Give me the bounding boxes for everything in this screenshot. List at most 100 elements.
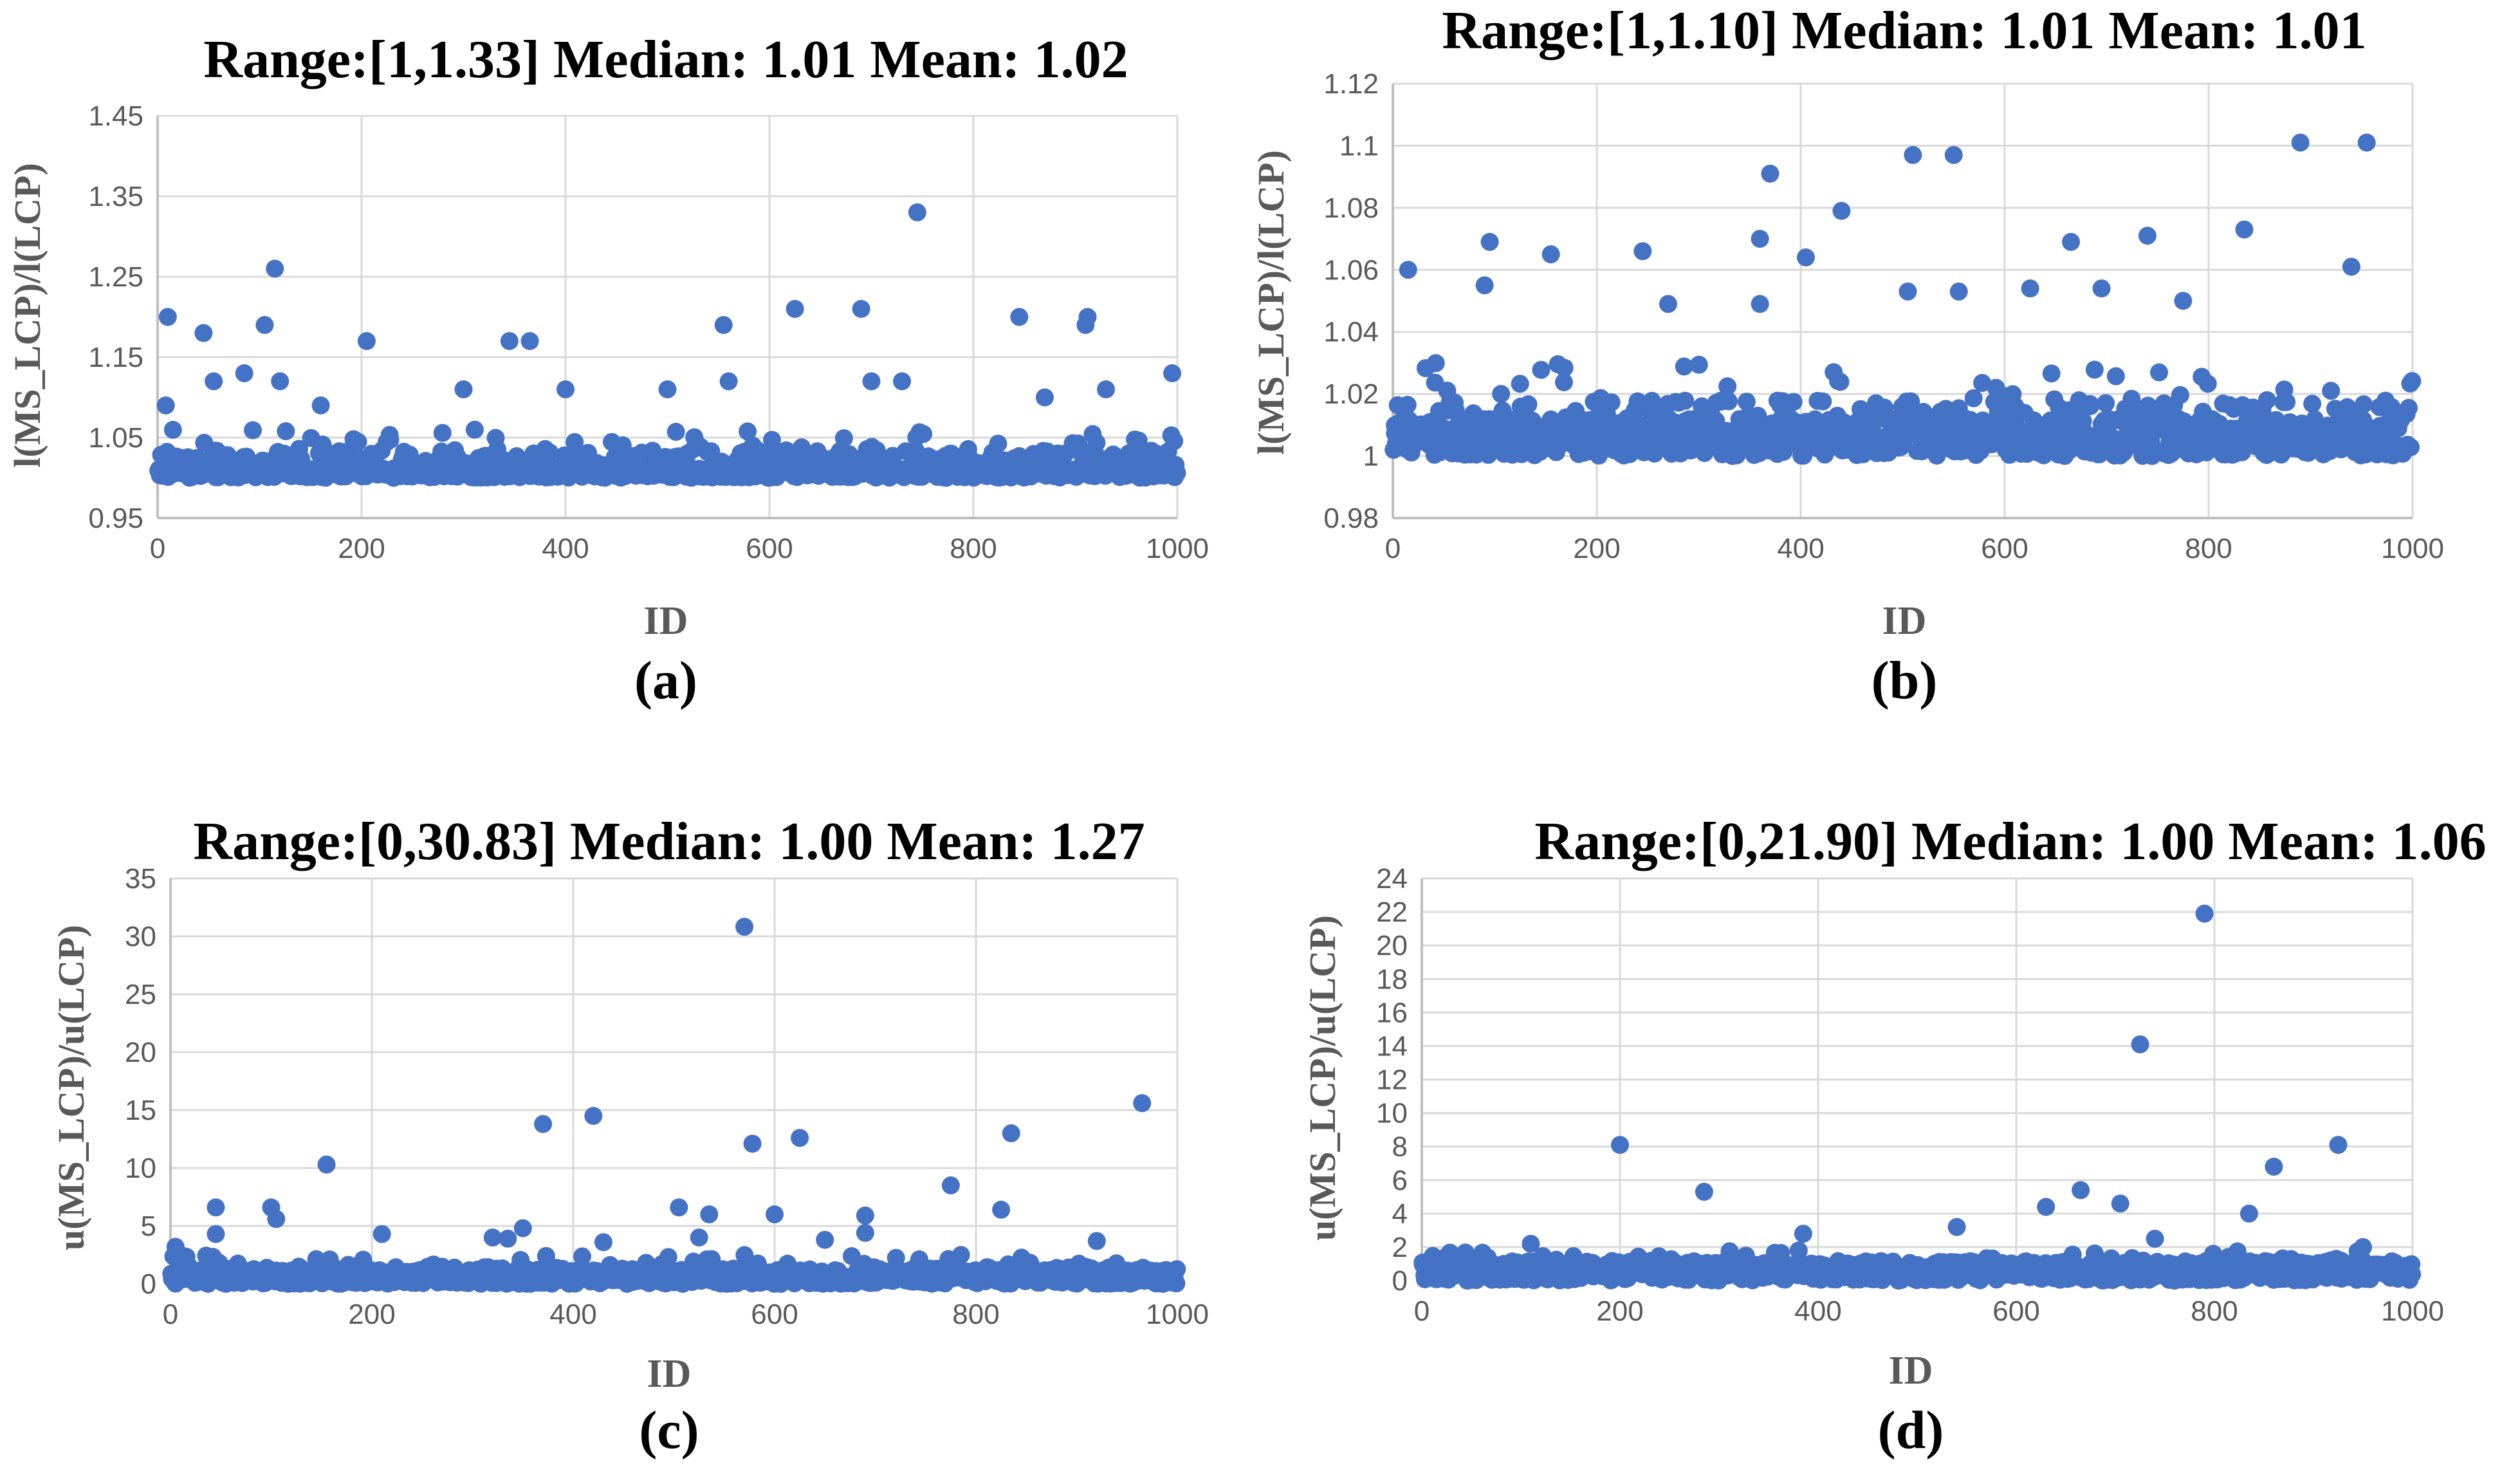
data-point — [700, 1205, 719, 1223]
data-point — [1904, 145, 1922, 164]
chart-panel: 0.95 1.05 1.15 1.25 1.35 1.45 0 200 400 600 800 100… — [6, 30, 1209, 710]
y-tick-label: 1 — [1363, 441, 1379, 472]
x-axis-label: ID — [1889, 1349, 1933, 1393]
data-point — [862, 372, 881, 391]
y-tick-label: 1.15 — [88, 342, 143, 373]
data-point — [2081, 397, 2100, 416]
data-point — [735, 918, 754, 936]
data-point — [2146, 1229, 2164, 1248]
x-tick-label: 400 — [542, 533, 589, 564]
data-point — [739, 422, 757, 441]
data-point — [1165, 432, 1184, 450]
x-tick-label: 1000 — [1146, 533, 1209, 564]
y-tick-label: 18 — [1376, 963, 1408, 995]
chart-title: Range:[1,1.33] Median: 1.01 Mean: 1.02 — [203, 30, 1128, 89]
data-point — [1831, 373, 1850, 391]
y-tick-label: 1.04 — [1323, 317, 1379, 348]
chart-title: Range:[0,21.90] Median: 1.00 Mean: 1.06 — [1534, 812, 2486, 871]
chart-title: Range:[1,1.10] Median: 1.01 Mean: 1.01 — [1442, 1, 2366, 60]
data-point — [1035, 388, 1054, 407]
data-point — [163, 420, 182, 439]
data-point — [207, 1225, 225, 1243]
x-tick-label: 200 — [1573, 533, 1620, 564]
panel-label: (c) — [639, 1400, 699, 1460]
x-tick-label: 400 — [1794, 1295, 1841, 1327]
data-point — [317, 1155, 336, 1174]
data-point — [271, 372, 290, 391]
data-point — [499, 1229, 517, 1248]
data-point — [2111, 1194, 2129, 1213]
data-point — [2235, 220, 2254, 239]
data-point — [2085, 360, 2104, 379]
data-point — [1973, 374, 1992, 393]
y-tick-label: 8 — [1392, 1131, 1408, 1163]
data-point — [1689, 355, 1708, 374]
data-point — [1944, 145, 1963, 164]
x-axis-label: ID — [644, 599, 688, 643]
data-point — [914, 425, 933, 443]
x-tick-label: 1000 — [2381, 533, 2444, 564]
x-tick-label: 600 — [1992, 1295, 2039, 1327]
data-point — [1010, 308, 1029, 326]
x-tick-label: 200 — [1596, 1295, 1643, 1327]
y-axis-label: u(MS_LCP)/u(LCP) — [1301, 915, 1343, 1241]
y-tick-label: 1.25 — [88, 261, 143, 293]
data-point — [1719, 392, 1738, 411]
data-point — [372, 1225, 391, 1243]
y-axis-label: l(MS_LCP)/l(LCP) — [1250, 150, 1292, 455]
data-point — [1522, 1234, 1540, 1253]
data-point — [2322, 382, 2341, 400]
data-point — [156, 396, 175, 414]
data-point — [2403, 372, 2422, 391]
x-tick-label: 1000 — [1146, 1299, 1209, 1330]
chart-title: Range:[0,30.83] Median: 1.00 Mean: 1.27 — [193, 812, 1145, 871]
data-point — [1675, 357, 1693, 376]
data-point — [1168, 463, 1186, 482]
data-point — [667, 423, 685, 441]
y-axis-label: u(MS_LCP)/u(LCP) — [50, 925, 92, 1250]
x-tick-label: 200 — [348, 1299, 395, 1330]
data-point — [2277, 393, 2296, 411]
data-point — [520, 332, 539, 350]
data-point — [1751, 295, 1769, 313]
data-point — [1737, 393, 1756, 411]
data-point — [908, 203, 926, 221]
data-point — [1751, 230, 1769, 248]
y-tick-label: 20 — [1376, 930, 1408, 961]
data-point — [816, 1230, 834, 1249]
data-point — [2131, 1035, 2149, 1053]
data-point — [2329, 1136, 2348, 1155]
data-point — [2354, 1238, 2372, 1256]
data-point — [2258, 391, 2276, 409]
data-point — [2239, 1204, 2258, 1223]
y-tick-label: 4 — [1392, 1198, 1408, 1230]
data-point — [1078, 308, 1097, 326]
data-point — [205, 372, 223, 391]
data-point — [893, 372, 912, 391]
data-point — [856, 1223, 874, 1242]
data-point — [1794, 1225, 1812, 1243]
data-point — [2400, 398, 2418, 417]
y-tick-label: 20 — [125, 1037, 156, 1068]
data-point — [1129, 431, 1148, 450]
data-point — [1784, 393, 1803, 411]
data-point — [1633, 242, 1652, 261]
data-point — [1492, 385, 1511, 403]
y-tick-label: 1.1 — [1339, 130, 1379, 162]
data-point — [584, 1107, 603, 1125]
data-point — [743, 1135, 762, 1153]
data-point — [357, 332, 376, 350]
data-point — [1087, 433, 1106, 452]
data-point — [207, 1198, 225, 1217]
data-point — [2097, 394, 2115, 413]
x-tick-label: 600 — [751, 1299, 798, 1330]
data-point — [786, 300, 804, 318]
data-point — [1399, 261, 1417, 279]
data-point — [255, 316, 274, 334]
data-point — [311, 396, 330, 414]
data-point — [2303, 394, 2322, 413]
data-point — [2402, 438, 2420, 456]
data-point — [465, 420, 484, 439]
panel-label: (a) — [634, 651, 697, 710]
data-point — [1814, 392, 1832, 411]
